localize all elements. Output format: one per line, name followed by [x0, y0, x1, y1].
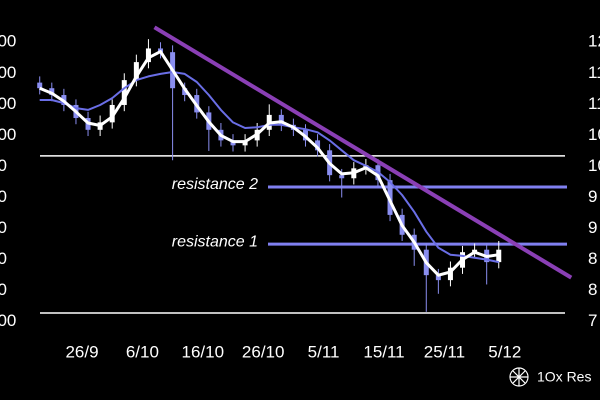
moving-average-line	[39, 71, 500, 264]
y-tick-label-left: 00	[0, 280, 7, 299]
x-tick-label: 5/11	[308, 342, 340, 361]
x-tick-label: 26/10	[242, 342, 285, 361]
y-tick-label-left: 00	[0, 187, 7, 206]
y-tick-label: 7	[588, 311, 597, 330]
y-tick-label-left: 00	[0, 218, 7, 237]
y-tick-label: 12	[588, 32, 600, 51]
candle-body	[145, 48, 151, 63]
candle-body	[133, 62, 139, 81]
candle-body	[339, 175, 345, 179]
trendline	[153, 25, 573, 280]
y-tick-label-left: 00	[0, 249, 7, 268]
y-tick-label-left: 000	[0, 94, 16, 113]
watermark: 1Ox Res	[537, 369, 591, 385]
x-tick-label: 15/11	[363, 342, 404, 361]
y-tick-label: 10	[588, 125, 600, 144]
y-tick-label-left: 000	[0, 125, 16, 144]
moving-average-line	[39, 50, 500, 277]
x-tick-label: 16/10	[182, 342, 225, 361]
y-tick-label-left: 000	[0, 311, 16, 330]
y-tick-label: 11	[588, 94, 600, 113]
y-tick-label: 8	[588, 280, 597, 299]
watermark-logo	[509, 367, 529, 387]
candle-body	[109, 104, 115, 123]
y-tick-label: 10	[588, 156, 600, 175]
resistance-label: resistance 2	[172, 176, 258, 193]
y-tick-label: 9	[588, 187, 597, 206]
candle-body	[278, 114, 284, 125]
x-tick-label: 6/10	[126, 342, 159, 361]
x-tick-label: 5/12	[488, 342, 521, 361]
resistance-label: resistance 1	[172, 233, 258, 250]
y-tick-label-left: 00	[0, 156, 7, 175]
candle-body	[37, 82, 43, 89]
y-tick-label-left: 000	[0, 32, 16, 51]
candle-body	[121, 80, 127, 105]
y-tick-label: 8	[588, 249, 597, 268]
candle-body	[182, 88, 188, 96]
candle-body	[435, 275, 441, 281]
x-tick-label: 26/9	[65, 342, 98, 361]
y-tick-label-left: 000	[0, 63, 16, 82]
y-tick-label: 11	[588, 63, 600, 82]
x-tick-label: 25/11	[424, 342, 465, 361]
y-tick-label: 9	[588, 218, 597, 237]
candle-body	[315, 140, 321, 151]
candle-body	[447, 267, 453, 281]
